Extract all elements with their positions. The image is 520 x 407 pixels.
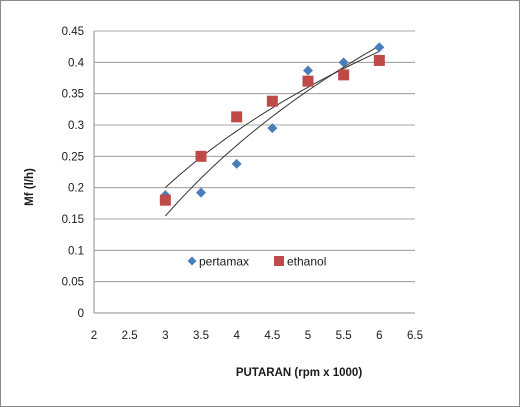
x-tick-label: 2.5 <box>122 330 138 342</box>
point-pertamax <box>303 65 313 76</box>
x-tick-label: 6 <box>376 330 382 342</box>
x-axis-title: PUTARAN (rpm x 1000) <box>236 367 362 379</box>
point-ethanol <box>266 95 278 107</box>
x-tick-label: 5.5 <box>336 330 352 342</box>
point-pertamax <box>374 42 385 53</box>
legend-item-pertamax: pertamax <box>187 255 249 269</box>
data-points <box>159 42 385 206</box>
point-ethanol <box>302 75 314 87</box>
point-ethanol <box>231 111 243 123</box>
x-tick-label: 4 <box>233 330 240 342</box>
x-tick-label: 3.5 <box>193 330 209 342</box>
point-ethanol <box>195 150 207 162</box>
legend-label-ethanol: ethanol <box>287 255 326 269</box>
point-ethanol <box>338 69 350 81</box>
y-tick-label: 0.35 <box>62 89 84 101</box>
x-tick-label: 5 <box>305 330 311 342</box>
y-tick-label: 0.3 <box>68 120 84 132</box>
point-pertamax <box>231 158 242 169</box>
legend-label-pertamax: pertamax <box>199 255 249 269</box>
point-ethanol <box>159 194 171 206</box>
legend-marker-pertamax <box>187 256 197 266</box>
point-pertamax <box>267 123 278 134</box>
y-tick-label: 0.25 <box>62 151 84 163</box>
y-tick-label: 0.15 <box>62 214 84 226</box>
y-tick-label: 0.4 <box>68 57 85 69</box>
y-tick-label: 0.05 <box>62 277 84 289</box>
point-ethanol <box>373 54 385 66</box>
x-tick-labels: 2 2.5 3 3.5 4 4.5 5 5.5 6 6.5 <box>91 330 423 342</box>
y-tick-label: 0.1 <box>68 245 84 257</box>
legend-marker-ethanol <box>274 256 284 266</box>
axes <box>93 31 415 314</box>
y-tick-labels: 0 0.05 0.1 0.15 0.2 0.25 0.3 0.35 0.4 0.45 <box>62 26 85 320</box>
gridlines <box>94 30 415 283</box>
y-tick-label: 0.45 <box>62 26 84 38</box>
x-tick-label: 4.5 <box>264 330 280 342</box>
legend: pertamax ethanol <box>187 255 326 269</box>
y-tick-label: 0 <box>78 308 84 320</box>
y-tick-label: 0.2 <box>68 183 84 195</box>
x-tick-label: 2 <box>91 330 97 342</box>
legend-item-ethanol: ethanol <box>274 255 326 269</box>
point-pertamax <box>338 57 349 68</box>
x-tick-label: 6.5 <box>407 330 423 342</box>
x-tick-label: 3 <box>162 330 168 342</box>
point-pertamax <box>196 187 206 198</box>
y-axis-title: Mf (l/h) <box>24 168 36 206</box>
